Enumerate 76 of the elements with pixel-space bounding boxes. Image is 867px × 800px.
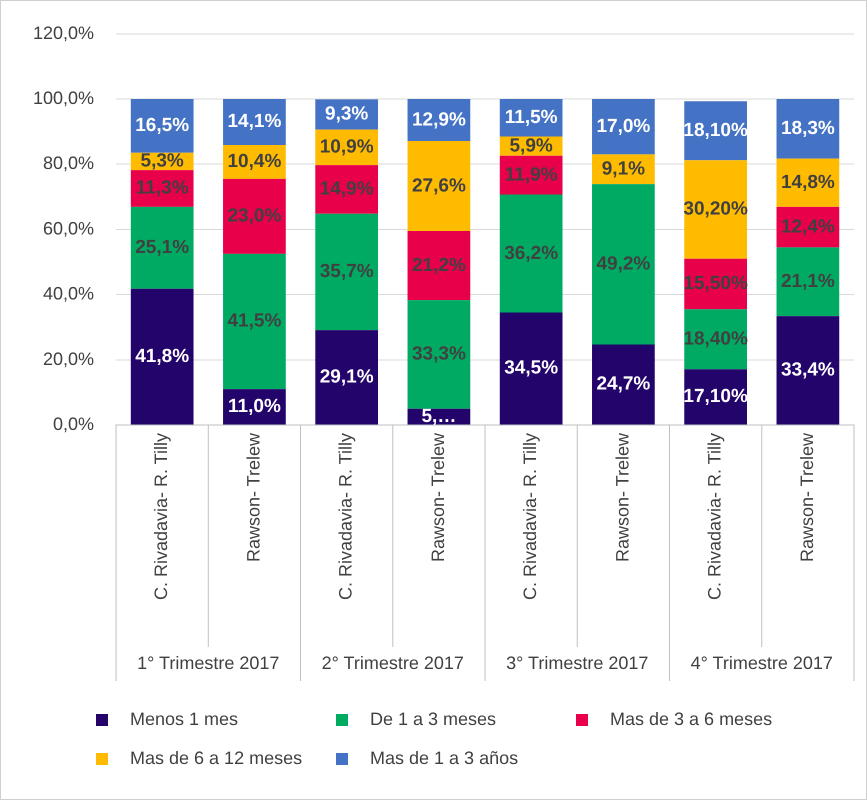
data-label: 49,2% (596, 254, 650, 275)
bar (408, 141, 470, 232)
bar (408, 300, 470, 409)
bar (592, 184, 655, 344)
x-tick-label: C. Rivadavia- R. Tilly (336, 433, 356, 600)
bar (130, 206, 194, 289)
legend-label: Mas de 3 a 6 meses (610, 709, 772, 730)
data-label: 9,1% (602, 158, 646, 180)
data-label: 21,2% (412, 254, 466, 276)
bar (130, 288, 194, 424)
text: 4° Trimestre 2017 (690, 652, 833, 673)
data-label: 11,3% (136, 178, 189, 199)
data-label: 41,8% (135, 346, 190, 367)
data-label: 14,8% (780, 172, 835, 194)
legend-label: Menos 1 mes (130, 709, 238, 730)
text: 1° Trimestre 2017 (137, 652, 280, 673)
legend-label: Mas de 6 a 12 meses (130, 748, 302, 769)
bar (592, 99, 655, 154)
data-label: 11,5% (504, 106, 558, 128)
bar (315, 330, 378, 424)
x-tick-label: C. Rivadavia- R. Tilly (151, 433, 172, 600)
data-label: 24,7% (596, 374, 650, 395)
data-label: 10,4% (227, 151, 282, 172)
bar (500, 312, 563, 424)
data-label: 35,7% (320, 261, 374, 282)
x-tick-label: Rawson- Trelew (796, 432, 817, 562)
bar (592, 344, 655, 424)
data-label: 10,9% (320, 136, 374, 158)
bar (408, 231, 470, 300)
y-tick-label: 20,0% (43, 348, 94, 369)
y-tick-label: 120,0% (32, 22, 94, 43)
data-label: 14,1% (227, 111, 282, 132)
data-label: 16,5% (135, 115, 190, 136)
bar (315, 214, 378, 330)
x-tick-label: C. Rivadavia- R. Tilly (520, 433, 540, 600)
data-label: 11,9% (504, 164, 558, 186)
bar (500, 194, 563, 313)
bar (223, 254, 286, 390)
data-label: 18,3% (780, 118, 835, 140)
data-label: 17,10% (683, 386, 748, 408)
data-label: 5,… (421, 406, 456, 427)
bar (223, 178, 286, 254)
data-label: 5,3% (140, 150, 184, 172)
data-label: 18,10% (683, 120, 748, 142)
text: 3° Trimestre 2017 (506, 652, 648, 673)
data-label: 29,1% (320, 366, 374, 388)
x-tick-label: C. Rivadavia- R. Tilly (704, 433, 725, 600)
x-tick-label: Rawson- Trelew (243, 432, 264, 562)
data-label: 34,5% (504, 358, 558, 379)
legend-label: Mas de 1 a 3 años (370, 748, 518, 769)
data-label: 14,9% (320, 178, 374, 200)
data-label: 11,0% (228, 396, 281, 418)
y-tick-label: 60,0% (43, 218, 94, 238)
data-label: 12,9% (412, 109, 466, 130)
data-label: 33,3% (412, 344, 466, 365)
data-label: 21,1% (780, 270, 835, 292)
y-tick-label: 80,0% (43, 153, 94, 174)
bar (776, 316, 840, 424)
data-label: 41,5% (227, 310, 282, 332)
x-tick-label: Rawson- Trelew (612, 432, 632, 562)
data-label: 25,1% (135, 237, 190, 258)
data-label: 9,3% (325, 104, 368, 125)
data-label: 17,0% (596, 116, 650, 137)
data-label: 33,4% (780, 360, 835, 381)
text: 2° Trimestre 2017 (322, 652, 464, 673)
y-tick-label: 40,0% (43, 284, 94, 304)
y-tick-label: 100,0% (32, 88, 94, 108)
data-label: 12,4% (780, 216, 835, 238)
x-tick-label: Rawson- Trelew (428, 432, 448, 562)
data-label: 23,0% (227, 206, 282, 227)
bar (776, 247, 840, 316)
y-tick-label: 0,0% (53, 414, 94, 434)
data-label: 36,2% (504, 242, 558, 264)
legend-label: De 1 a 3 meses (370, 709, 496, 730)
data-label: 27,6% (412, 175, 466, 196)
data-label: 5,9% (509, 135, 553, 156)
